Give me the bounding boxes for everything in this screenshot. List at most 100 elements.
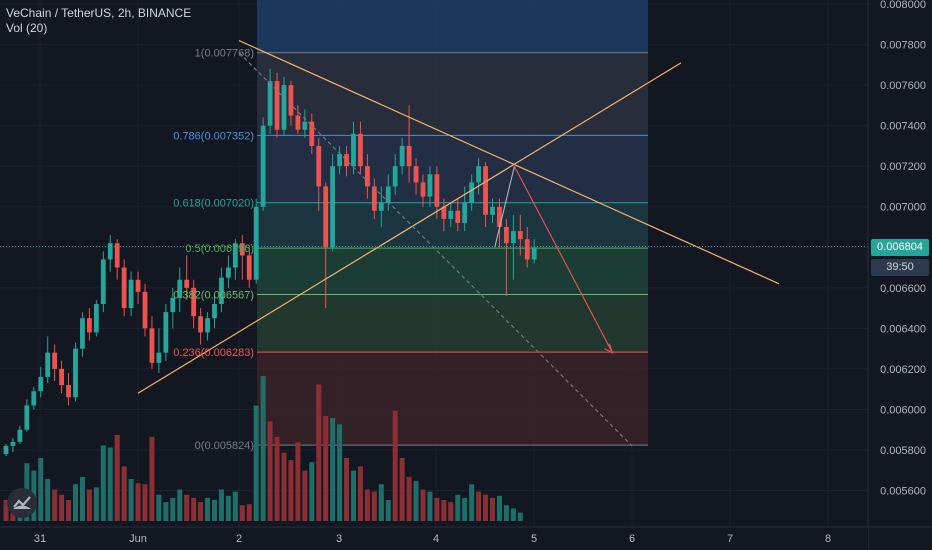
- volume-bar: [455, 494, 461, 521]
- candle-body: [365, 166, 370, 187]
- candle-body: [497, 206, 502, 228]
- volume-bar: [399, 458, 405, 521]
- fib-label: 0.236(0.006283): [173, 347, 254, 359]
- volume-bar: [114, 434, 120, 521]
- volume-bar: [496, 495, 502, 521]
- fib-label: 0.786(0.007352): [173, 130, 254, 142]
- candle-body: [469, 182, 475, 203]
- volume-indicator-label[interactable]: Vol (20): [6, 21, 48, 35]
- volume-bar: [135, 483, 141, 521]
- volume-bar: [246, 504, 252, 521]
- fib-zone: [257, 202, 648, 249]
- volume-bar: [503, 505, 509, 521]
- symbol-title[interactable]: VeChain / TetherUS, 2h, BINANCE: [6, 6, 192, 20]
- volume-bar: [73, 484, 78, 521]
- time-axis-bg: [0, 527, 868, 550]
- candle-body: [323, 186, 329, 248]
- volume-bar: [198, 502, 204, 521]
- time-axis[interactable]: 31 Jun 2 3 4 5 6 7 8: [0, 526, 932, 550]
- volume-bar: [86, 489, 92, 521]
- volume-bar: [163, 502, 169, 521]
- volume-bar: [107, 447, 113, 521]
- volume-bar: [364, 489, 370, 521]
- tradingview-logo-icon[interactable]: [7, 488, 37, 518]
- price-tick-label: 0.007600: [880, 80, 926, 92]
- volume-bar: [517, 512, 523, 521]
- candle-body: [10, 441, 16, 446]
- volume-bar: [490, 497, 495, 521]
- volume-bar: [434, 497, 440, 521]
- price-tick-label: 0.008000: [880, 0, 926, 11]
- volume-bar: [45, 479, 51, 521]
- candle-body: [483, 166, 488, 215]
- fib-label: 0.5(0.006796): [186, 243, 255, 255]
- volume-bar: [469, 484, 475, 521]
- fib-zone: [257, 135, 648, 203]
- fib-label: 0.382(0.006567): [173, 290, 254, 302]
- price-tick-label: 0.007400: [880, 121, 926, 133]
- candle-body: [330, 166, 336, 248]
- volume-bar: [483, 494, 489, 521]
- volume-bar: [149, 437, 155, 521]
- price-tick-label: 0.007000: [880, 202, 926, 214]
- candle-body: [149, 328, 155, 363]
- volume-bar: [281, 452, 287, 521]
- volume-bar: [260, 376, 266, 521]
- volume-bar: [309, 462, 315, 521]
- price-tick-label: 0.006600: [880, 283, 926, 295]
- fib-label: 1(0.007768): [195, 48, 254, 60]
- candle-body: [434, 174, 440, 207]
- fibonacci-retracement[interactable]: [257, 0, 648, 446]
- candle-body: [170, 297, 176, 313]
- candle-body: [302, 121, 308, 130]
- volume-bar: [441, 500, 447, 521]
- time-tick-label: 31: [34, 533, 46, 545]
- candle-body: [455, 210, 461, 223]
- candle-body: [476, 166, 481, 183]
- candle-body: [378, 202, 384, 211]
- volume-bar: [295, 442, 301, 521]
- volume-bar: [337, 424, 343, 521]
- candle-body: [198, 316, 203, 333]
- candle-body: [52, 352, 58, 369]
- volume-bar: [184, 494, 190, 521]
- fib-label: 0.618(0.007020): [173, 198, 254, 210]
- price-tick-label: 0.007800: [880, 40, 926, 52]
- volume-bar: [330, 418, 336, 521]
- time-tick-label: 3: [336, 533, 342, 545]
- volume-bar: [225, 495, 231, 521]
- volume-bar: [288, 460, 294, 521]
- volume-bar: [351, 470, 356, 521]
- time-tick-label: 7: [727, 533, 733, 545]
- candle-body: [239, 243, 245, 256]
- volume-bar: [121, 466, 127, 521]
- volume-bar: [52, 489, 58, 521]
- volume-bar: [302, 470, 308, 521]
- candle-body: [351, 133, 356, 167]
- candle-body: [337, 154, 342, 167]
- arrow-head: [604, 343, 614, 354]
- volume-bar: [59, 494, 65, 521]
- volume-bar: [344, 458, 350, 521]
- time-tick-label: 4: [433, 533, 439, 545]
- volume-bar: [3, 500, 9, 521]
- volume-bar: [392, 410, 398, 521]
- volume-bar: [79, 476, 85, 521]
- candle-body: [420, 182, 426, 197]
- drawing-lines[interactable]: [0, 39, 868, 447]
- price-tick-label: 0.007200: [880, 161, 926, 173]
- volume-bar: [205, 497, 211, 521]
- candle-body: [510, 231, 516, 244]
- volume-bar: [274, 437, 280, 521]
- candle-body: [205, 318, 210, 333]
- candle-body: [524, 239, 530, 260]
- candle-body: [309, 121, 315, 146]
- volume-bar: [476, 491, 482, 521]
- countdown-tag: 39:50: [871, 259, 929, 276]
- candle-body: [385, 186, 391, 203]
- candle-body: [399, 145, 405, 167]
- candle-body: [288, 85, 294, 116]
- candle-body: [490, 206, 495, 215]
- candle-body: [121, 267, 127, 309]
